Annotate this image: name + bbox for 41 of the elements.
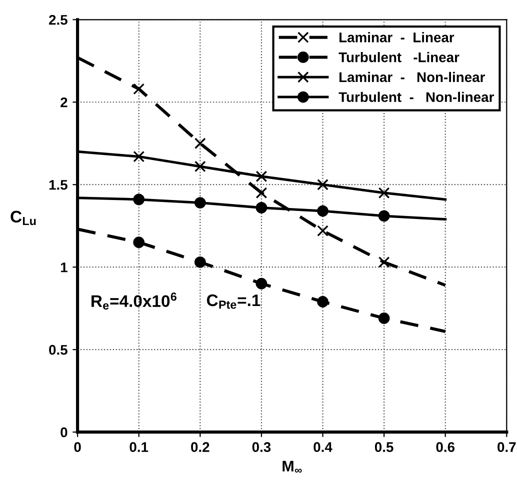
point [378,210,390,222]
x-tick-label: 0.4 [314,442,332,452]
x-tick-label: 0 [74,442,81,452]
y-tick-label: 1 [60,262,68,272]
point [256,278,268,290]
legend-label: Laminar - Linear [339,32,454,42]
point [133,236,145,248]
y-tick-label: 0 [60,427,68,438]
y-tick-label: 2 [60,97,68,108]
point [194,160,206,172]
legend-label: Laminar - Non-linear [339,72,485,82]
point [378,256,390,268]
point [194,138,206,150]
annotation: R$_{e}$=4.0x10$^{6}$ [92,292,176,310]
x-tick-label: 0.1 [130,442,148,452]
y-tick-label: 0.5 [49,344,68,355]
point [256,187,268,199]
y-axis-title: C$_{Lu}$ [10,210,36,226]
y-tick-label: 2.5 [49,14,68,25]
x-tick-label: 0.3 [252,442,271,452]
x-axis-title: M$_{∞}$ [282,460,302,473]
x-tick-label: 0.5 [374,442,394,452]
x-tick-label: 0.7 [498,442,516,452]
point [256,202,268,214]
legend-label: Turbulent -Linear [338,52,460,62]
point [378,312,390,324]
point [256,170,268,182]
point [194,197,206,208]
point [317,225,328,237]
legend-label: Turbulent - Non-linear [338,92,494,102]
x-tick-label: 0.6 [436,442,455,452]
point [317,296,328,308]
point [133,150,145,162]
point [194,256,206,268]
annotation: C$_{Pte}$=.1 [206,294,260,309]
x-tick-label: 0.2 [191,442,210,452]
point [317,178,328,190]
point [133,194,145,206]
point [317,205,328,217]
y-tick-label: 1.5 [49,180,68,190]
point [378,187,390,199]
